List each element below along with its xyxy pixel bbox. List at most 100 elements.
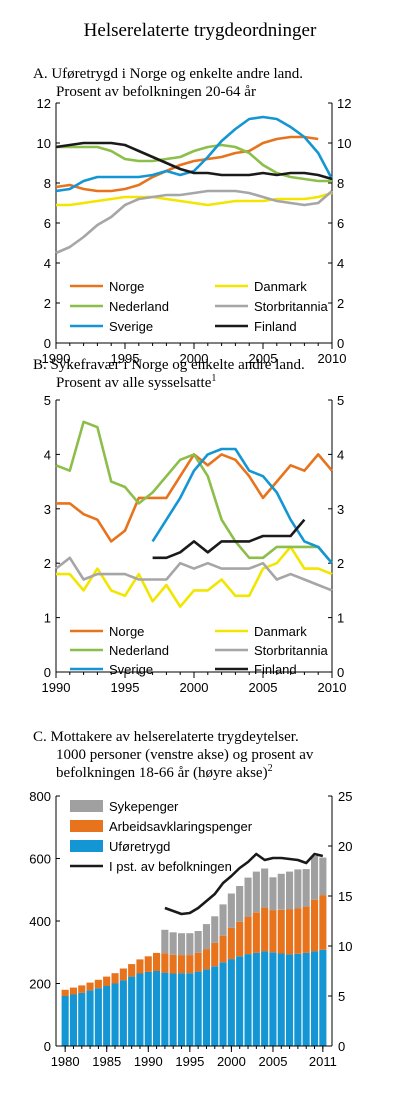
series-line-storbritannia — [55, 556, 333, 592]
bar-uf-retrygd — [227, 959, 235, 1046]
bar-sykepenger — [219, 904, 227, 936]
y-tick-label-left: 1 — [44, 611, 51, 626]
panel-c-footnote-mark: 2 — [268, 763, 273, 774]
y-tick-label-left: 0 — [44, 1039, 51, 1054]
y-tick-label-left: 0 — [44, 665, 51, 680]
legend-label-finland: Finland — [254, 662, 297, 677]
y-tick-label-left: 4 — [44, 447, 51, 462]
panel-b-subtitle: Prosent av alle sysselsatte1 — [56, 373, 216, 391]
legend-label-danmark: Danmark — [254, 624, 307, 639]
x-tick-label: 2000 — [217, 1054, 246, 1069]
legend-swatch-arbeidsavklaringspenger — [70, 820, 103, 832]
y-tick-label-right: 10 — [337, 136, 351, 151]
legend-label-uf-retrygd: Uføretrygd — [109, 839, 170, 854]
y-tick-label-right: 5 — [337, 393, 344, 408]
bar-sykepenger — [252, 871, 260, 913]
x-tick-label: 1985 — [92, 1054, 121, 1069]
x-tick-label: 1980 — [51, 1054, 80, 1069]
bar-uf-retrygd — [69, 994, 77, 1046]
bar-arbeidsavklaringspenger — [111, 973, 119, 984]
legend-label-storbritannia: Storbritannia — [254, 299, 328, 314]
y-tick-label-right: 20 — [338, 839, 352, 854]
series-line-i-pst-av-befolkningen — [164, 852, 324, 916]
bar-uf-retrygd — [103, 986, 111, 1046]
bar-arbeidsavklaringspenger — [252, 912, 260, 953]
y-tick-label-left: 5 — [44, 393, 51, 408]
bar-uf-retrygd — [119, 980, 127, 1046]
x-tick-label: 1990 — [42, 351, 71, 366]
bar-sykepenger — [286, 871, 294, 910]
y-tick-label-left: 800 — [29, 789, 51, 804]
bar-uf-retrygd — [94, 988, 102, 1046]
bar-arbeidsavklaringspenger — [119, 968, 127, 981]
bar-sykepenger — [294, 869, 302, 909]
bar-sykepenger — [186, 933, 194, 956]
bar-sykepenger — [302, 869, 310, 907]
y-tick-label-right: 2 — [337, 296, 344, 311]
x-tick-label: 2011 — [309, 1054, 337, 1069]
bar-arbeidsavklaringspenger — [144, 956, 152, 972]
y-tick-label-right: 25 — [338, 789, 352, 804]
x-tick-label: 1990 — [134, 1054, 163, 1069]
bar-arbeidsavklaringspenger — [78, 985, 86, 993]
y-tick-label-right: 4 — [337, 447, 344, 462]
bar-uf-retrygd — [86, 990, 94, 1046]
y-tick-label-right: 12 — [337, 96, 351, 111]
y-tick-label-right: 10 — [338, 939, 352, 954]
legend-label-sverige: Sverige — [109, 319, 153, 334]
series-line-nederland — [56, 143, 332, 183]
chart-b: 0 1 2 3 4 5 0 1 2 3 4 5 1990 1995 2000 2005 2010 Norge Dan… — [42, 393, 347, 695]
panel-c-subtitle-2-text: befolkningen 18-66 år (høyre akse) — [56, 765, 268, 781]
bar-arbeidsavklaringspenger — [236, 921, 244, 957]
y-tick-label-right: 3 — [337, 502, 344, 517]
bar-uf-retrygd — [136, 973, 144, 1046]
bar-uf-retrygd — [169, 973, 177, 1046]
bar-uf-retrygd — [61, 996, 69, 1046]
panel-c-subtitle-2: befolkningen 18-66 år (høyre akse)2 — [56, 763, 273, 781]
bar-sykepenger — [211, 916, 219, 943]
bar-arbeidsavklaringspenger — [153, 952, 161, 971]
legend-label-i-pst-av-befolkningen: I pst. av befolkningen — [109, 859, 232, 874]
y-tick-label-left: 2 — [44, 556, 51, 571]
bar-sykepenger — [202, 924, 210, 950]
y-tick-label-left: 2 — [44, 296, 51, 311]
bar-arbeidsavklaringspenger — [269, 910, 277, 953]
panel-c-title: C. Mottakere av helserelaterte trygdeyte… — [33, 729, 299, 745]
bar-arbeidsavklaringspenger — [69, 987, 77, 995]
series-line-danmark — [56, 545, 333, 609]
bar-arbeidsavklaringspenger — [169, 954, 177, 974]
panel-b-subtitle-text: Prosent av alle sysselsatte — [56, 375, 212, 391]
bar-uf-retrygd — [78, 992, 86, 1046]
bar-uf-retrygd — [319, 949, 327, 1047]
bar-arbeidsavklaringspenger — [244, 916, 252, 955]
bar-arbeidsavklaringspenger — [219, 935, 227, 963]
series-line-storbritannia — [55, 189, 333, 255]
bar-uf-retrygd — [111, 983, 119, 1046]
legend-label-finland: Finland — [254, 319, 297, 334]
series-line-norge — [55, 135, 319, 193]
x-tick-label: 2010 — [318, 680, 347, 695]
bar-arbeidsavklaringspenger — [202, 949, 210, 970]
y-tick-label-right: 4 — [337, 256, 344, 271]
bar-arbeidsavklaringspenger — [311, 899, 319, 952]
bar-uf-retrygd — [194, 971, 202, 1046]
series-line-finland — [55, 141, 333, 181]
bar-sykepenger — [161, 929, 169, 954]
bar-uf-retrygd — [252, 952, 260, 1046]
bar-uf-retrygd — [161, 972, 169, 1046]
bar-uf-retrygd — [236, 956, 244, 1046]
bar-sykepenger — [244, 877, 252, 917]
y-tick-label-left: 3 — [44, 502, 51, 517]
bar-arbeidsavklaringspenger — [277, 909, 285, 954]
legend-label-nederland: Nederland — [109, 299, 169, 314]
y-tick-label-left: 600 — [29, 852, 51, 867]
series-line-sverige — [55, 115, 334, 193]
y-tick-label-right: 2 — [337, 556, 344, 571]
bar-arbeidsavklaringspenger — [302, 906, 310, 953]
series-line-danmark — [56, 191, 333, 207]
bar-uf-retrygd — [186, 973, 194, 1046]
bar-uf-retrygd — [202, 969, 210, 1046]
bar-uf-retrygd — [144, 971, 152, 1046]
x-tick-label: 2010 — [318, 351, 347, 366]
bar-arbeidsavklaringspenger — [286, 909, 294, 955]
